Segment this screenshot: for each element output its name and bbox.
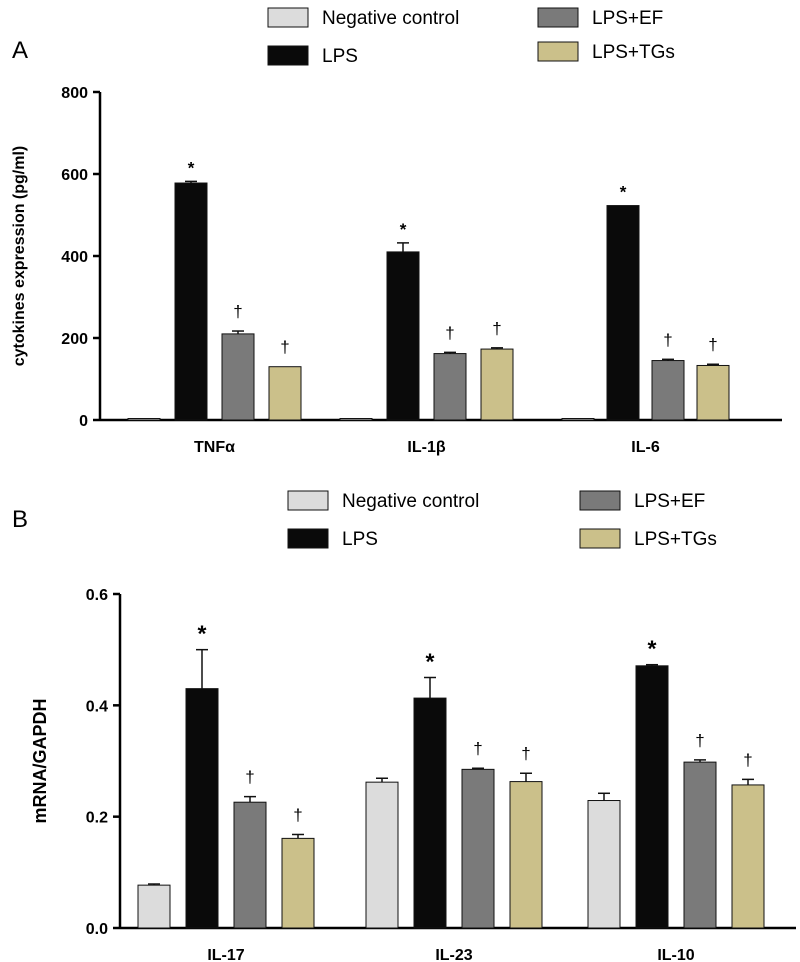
- bar: [233, 801, 267, 929]
- significance-dagger: †: [521, 744, 530, 763]
- significance-dagger: †: [492, 319, 501, 338]
- bar: [606, 205, 640, 421]
- legend-label: LPS+EF: [634, 491, 705, 512]
- bar: [127, 418, 161, 421]
- bar: [461, 768, 495, 929]
- panel-label: B: [12, 506, 28, 533]
- bar: [696, 364, 730, 421]
- y-tick-label: 0.0: [86, 921, 108, 938]
- legend-swatch: [579, 528, 621, 549]
- bar: [651, 360, 685, 421]
- y-axis-label: cytokines expression (pg/ml): [11, 146, 28, 367]
- y-tick-label: 0.2: [86, 810, 108, 827]
- y-tick-label: 0: [79, 413, 88, 430]
- y-tick-label: 0.6: [86, 587, 108, 604]
- significance-star: *: [400, 220, 407, 239]
- bar: [386, 251, 420, 421]
- bar: [433, 353, 467, 421]
- legend-swatch: [287, 528, 329, 549]
- panel-a: A 0 200 400 600 800 cytokines expression (pg/m…: [11, 7, 782, 456]
- legend-swatch: [287, 490, 329, 511]
- legend-label: Negative control: [342, 491, 479, 512]
- significance-dagger: †: [445, 323, 454, 342]
- legend-label: LPS: [342, 529, 378, 550]
- bar: [683, 761, 717, 929]
- significance-dagger: †: [293, 805, 302, 824]
- panel-b: B 0.0 0.2 0.4 0.6 mRNA/GAPDH * † † IL-17 * † † IL-23 *…: [12, 490, 796, 962]
- legend-swatch: [537, 7, 579, 28]
- legend-swatch: [537, 41, 579, 62]
- significance-star: *: [198, 621, 207, 647]
- y-tick-label: 400: [61, 249, 88, 266]
- bar: [339, 418, 373, 421]
- bar: [137, 884, 171, 929]
- category-label: IL-10: [657, 947, 694, 962]
- legend-swatch: [267, 7, 309, 28]
- bar: [281, 837, 315, 929]
- bar: [221, 333, 255, 421]
- significance-dagger: †: [280, 338, 289, 357]
- bar: [268, 366, 302, 421]
- bar: [185, 688, 219, 929]
- significance-star: *: [620, 183, 627, 202]
- significance-dagger: †: [743, 750, 752, 769]
- significance-dagger: †: [663, 330, 672, 349]
- y-tick-label: 0.4: [86, 698, 108, 715]
- significance-dagger: †: [473, 739, 482, 758]
- significance-star: *: [426, 649, 435, 675]
- legend-label: LPS: [322, 46, 358, 67]
- category-label: IL-1β: [407, 439, 445, 456]
- category-label: IL-17: [207, 947, 244, 962]
- bar: [413, 697, 447, 929]
- category-label: IL-6: [631, 439, 660, 456]
- bar: [635, 665, 669, 929]
- legend-label: LPS+EF: [592, 8, 663, 29]
- category-label: TNFα: [194, 439, 235, 456]
- panel-label: A: [12, 37, 28, 64]
- significance-dagger: †: [233, 302, 242, 321]
- legend-label: Negative control: [322, 8, 459, 29]
- legend-swatch: [579, 490, 621, 511]
- bar: [365, 781, 399, 929]
- bar: [480, 348, 514, 421]
- significance-dagger: †: [245, 768, 254, 787]
- y-tick-label: 800: [61, 85, 88, 102]
- bar: [731, 784, 765, 929]
- category-label: IL-23: [435, 947, 472, 962]
- y-axis-label: mRNA/GAPDH: [30, 698, 50, 823]
- bar: [561, 418, 595, 421]
- legend-swatch: [267, 45, 309, 66]
- significance-dagger: †: [695, 731, 704, 750]
- bar: [174, 182, 208, 421]
- y-tick-label: 600: [61, 167, 88, 184]
- significance-dagger: †: [708, 335, 717, 354]
- bar: [587, 800, 621, 929]
- legend-label: LPS+TGs: [592, 42, 675, 63]
- y-tick-label: 200: [61, 331, 88, 348]
- bar: [509, 781, 543, 929]
- legend-label: LPS+TGs: [634, 529, 717, 550]
- significance-star: *: [188, 158, 195, 177]
- significance-star: *: [648, 636, 657, 662]
